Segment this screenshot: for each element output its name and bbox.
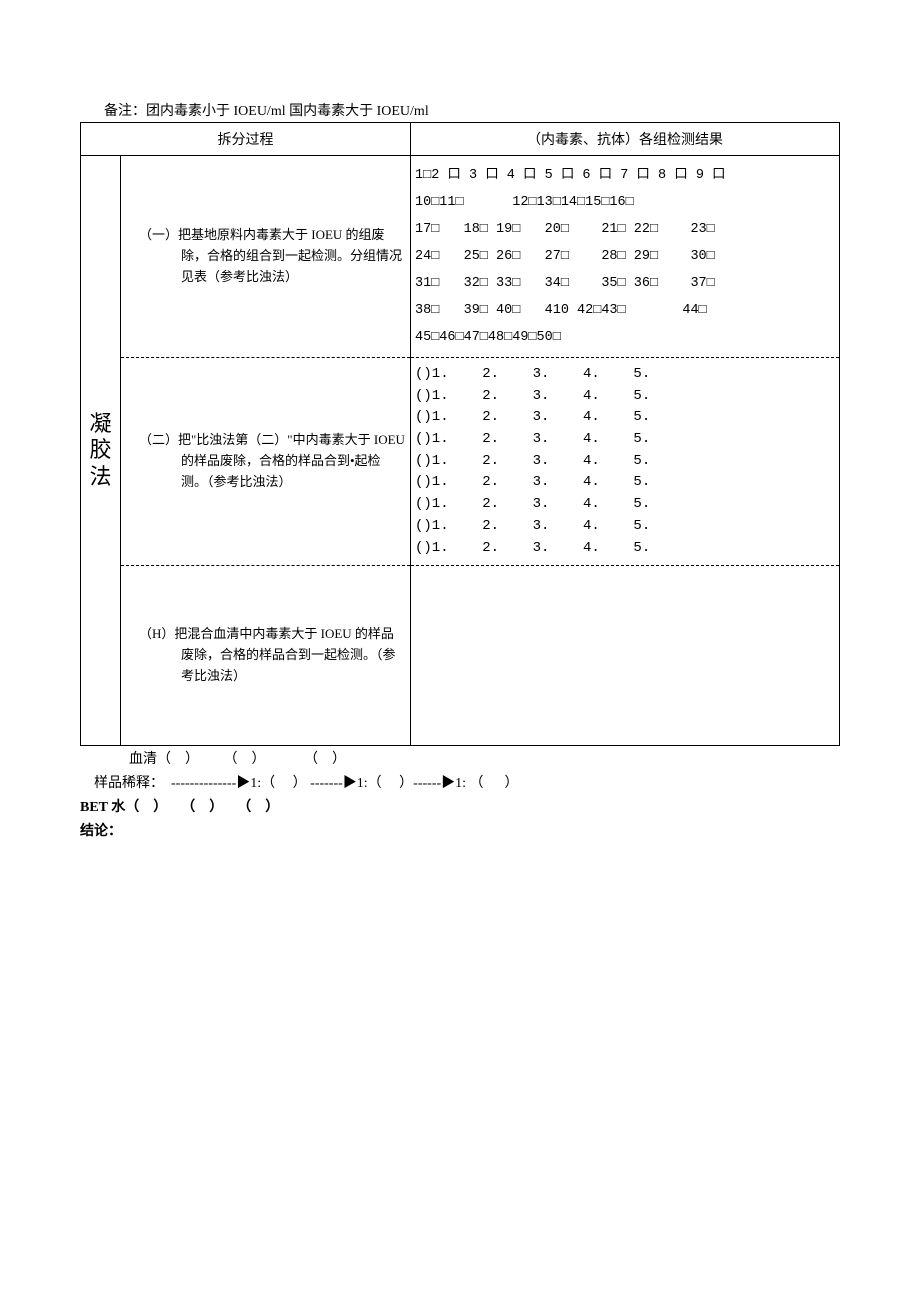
footer: 血清（ ） （ ） （ ） 样品稀释： --------------▶1:（ ）…: [80, 748, 840, 843]
results-three: [411, 566, 840, 746]
method-cell: 凝胶法: [81, 156, 121, 746]
r1-l4: 24□ 25□ 26□ 27□ 28□ 29□ 30□: [415, 249, 715, 264]
r2-7: ()1. 2. 3. 4. 5.: [415, 496, 650, 512]
note-text: 备注：团内毒素小于 IOEU/ml 国内毒素大于 IOEU/ml: [80, 100, 840, 120]
process-three: （H）把混合血清中内毒素大于 IOEU 的样品废除，合格的样品合到一起检测。（参…: [121, 566, 411, 746]
process-two-text: （二）把"比浊法第（二）"中内毒素大于 IOEU 的样品废除，合格的样品合到•起…: [153, 430, 406, 492]
method-label: 凝胶法: [85, 411, 116, 490]
r2-8: ()1. 2. 3. 4. 5.: [415, 518, 650, 534]
footer-line2: 样品稀释： --------------▶1:（ ） -------▶1:（ ）…: [80, 772, 840, 796]
process-one-text: （一）把基地原料内毒素大于 IOEU 的组废除，合格的组合到一起检测。分组情况见…: [153, 225, 406, 287]
r2-1: ()1. 2. 3. 4. 5.: [415, 366, 650, 382]
r2-2: ()1. 2. 3. 4. 5.: [415, 388, 650, 404]
r1-l7: 45□46□47□48□49□50□: [415, 330, 561, 345]
r1-l3: 17□ 18□ 19□ 20□ 21□ 22□ 23□: [415, 222, 715, 237]
header-process: 拆分过程: [81, 123, 411, 156]
r2-3: ()1. 2. 3. 4. 5.: [415, 409, 650, 425]
r2-4: ()1. 2. 3. 4. 5.: [415, 431, 650, 447]
footer-line2-label: 样品稀释：: [80, 776, 171, 791]
process-one: （一）把基地原料内毒素大于 IOEU 的组废除，合格的组合到一起检测。分组情况见…: [121, 156, 411, 358]
header-results: （内毒素、抗体）各组检测结果: [411, 123, 840, 156]
main-table: 拆分过程 （内毒素、抗体）各组检测结果 凝胶法 （一）把基地原料内毒素大于 IO…: [80, 122, 840, 746]
r2-6: ()1. 2. 3. 4. 5.: [415, 474, 650, 490]
process-two: （二）把"比浊法第（二）"中内毒素大于 IOEU 的样品废除，合格的样品合到•起…: [121, 358, 411, 566]
r2-5: ()1. 2. 3. 4. 5.: [415, 453, 650, 469]
header-row: 拆分过程 （内毒素、抗体）各组检测结果: [81, 123, 840, 156]
r1-l6: 38□ 39□ 40□ 410 42□43□ 44□: [415, 303, 707, 318]
footer-line1: 血清（ ） （ ） （ ）: [80, 748, 840, 772]
results-two: ()1. 2. 3. 4. 5. ()1. 2. 3. 4. 5. ()1. 2…: [411, 358, 840, 566]
r1-l2: 10□11□ 12□13□14□15□16□: [415, 195, 634, 210]
section-three-row: （H）把混合血清中内毒素大于 IOEU 的样品废除，合格的样品合到一起检测。（参…: [81, 566, 840, 746]
section-two-row: （二）把"比浊法第（二）"中内毒素大于 IOEU 的样品废除，合格的样品合到•起…: [81, 358, 840, 566]
footer-line2-arrows: --------------▶1:（ ） -------▶1:（ ）------…: [171, 776, 519, 791]
footer-line3: BET 水（ ） （ ） （ ）: [80, 796, 840, 820]
r1-l5: 31□ 32□ 33□ 34□ 35□ 36□ 37□: [415, 276, 715, 291]
section-one-row: 凝胶法 （一）把基地原料内毒素大于 IOEU 的组废除，合格的组合到一起检测。分…: [81, 156, 840, 358]
r2-9: ()1. 2. 3. 4. 5.: [415, 540, 650, 556]
results-one: 1□2 口 3 口 4 口 5 口 6 口 7 口 8 口 9 口 10□11□…: [411, 156, 840, 358]
process-three-text: （H）把混合血清中内毒素大于 IOEU 的样品废除，合格的样品合到一起检测。（参…: [153, 624, 406, 686]
r1-l1: 1□2 口 3 口 4 口 5 口 6 口 7 口 8 口 9 口: [415, 168, 726, 183]
footer-line4: 结论：: [80, 820, 840, 844]
